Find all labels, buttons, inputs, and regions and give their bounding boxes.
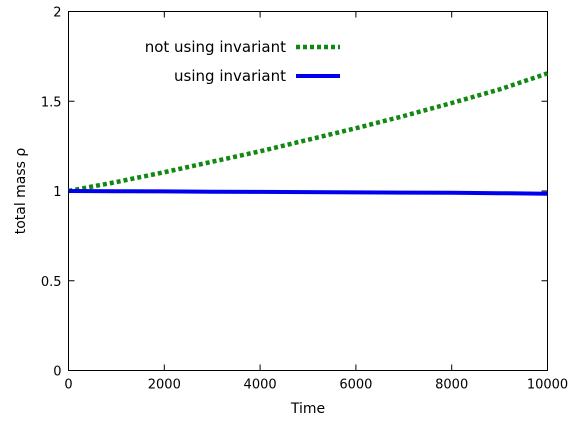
y-tick-label: 2 bbox=[53, 6, 61, 21]
y-tick-label: 1.5 bbox=[41, 95, 62, 110]
x-tick-label: 2000 bbox=[148, 378, 181, 393]
series-line-using-invariant bbox=[68, 189, 548, 196]
series-line-not-using-invariant bbox=[68, 71, 549, 194]
x-axis-label: Time bbox=[290, 401, 325, 417]
series-lines bbox=[68, 71, 549, 196]
axis-ticks: 0 2000 4000 6000 8000 10000 0 0.5 1 1.5 2 bbox=[41, 6, 568, 393]
legend-label: not using invariant bbox=[145, 38, 286, 56]
legend: not using invariant using invariant bbox=[145, 38, 340, 85]
y-tick-label: 0 bbox=[53, 365, 61, 380]
x-tick-label: 0 bbox=[64, 378, 72, 393]
x-tick-label: 6000 bbox=[339, 378, 372, 393]
y-axis-label: total mass ρ bbox=[13, 148, 29, 235]
legend-label: using invariant bbox=[174, 67, 286, 85]
y-tick-label: 1 bbox=[53, 185, 61, 200]
y-tick-label: 0.5 bbox=[41, 275, 62, 290]
x-tick-label: 4000 bbox=[244, 378, 277, 393]
x-tick-label: 10000 bbox=[527, 378, 568, 393]
x-tick-label: 8000 bbox=[435, 378, 468, 393]
